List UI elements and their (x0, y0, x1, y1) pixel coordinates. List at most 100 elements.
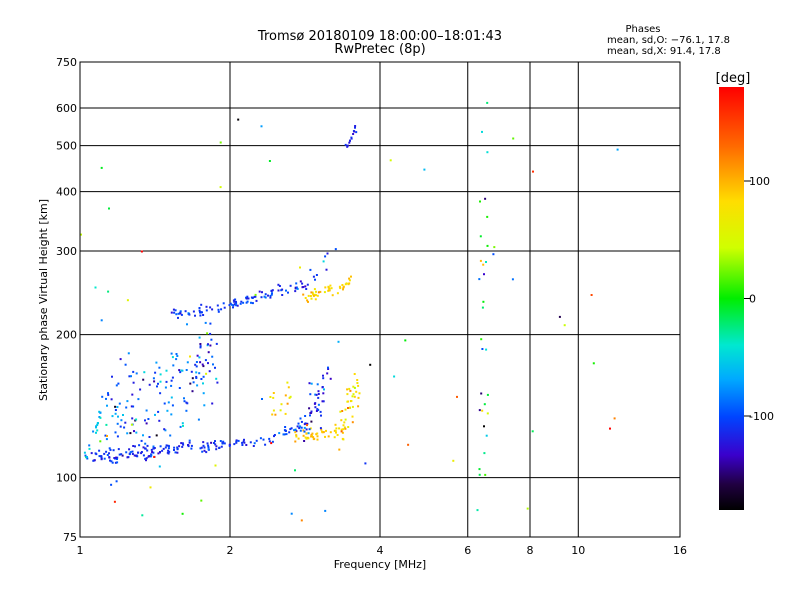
echo-point (135, 431, 138, 434)
echo-point (215, 342, 218, 345)
echo-point (246, 300, 249, 303)
echo-point (316, 438, 319, 441)
echo-point (327, 435, 330, 438)
echo-point (353, 373, 356, 375)
y-axis-ticks: 75 100 200 300 400 500 600 750 (56, 56, 77, 544)
x-tick-label: 6 (464, 544, 471, 557)
echo-point (349, 406, 351, 409)
echo-point (100, 457, 103, 460)
echo-point (235, 441, 238, 444)
echo-point (174, 451, 177, 454)
echo-point (159, 445, 162, 448)
echo-point (143, 371, 146, 374)
echo-point (317, 393, 320, 395)
echo-point (481, 306, 484, 309)
echo-point (305, 432, 308, 435)
echo-point (121, 454, 124, 457)
echo-point (289, 395, 292, 398)
echo-point (228, 304, 231, 307)
echo-point (350, 275, 352, 278)
y-axis-label: Stationary phase Virtual Height [km] (37, 199, 50, 401)
echo-point (341, 410, 344, 412)
echo-point (114, 412, 117, 415)
colorbar-tick-label: 100 (749, 175, 770, 188)
echo-point (176, 446, 179, 449)
echo-point (263, 295, 266, 298)
echo-point (312, 293, 315, 296)
echo-point (322, 377, 325, 380)
echo-point (231, 303, 234, 306)
echo-point (313, 402, 316, 405)
echo-point (304, 436, 307, 439)
echo-point (482, 300, 485, 303)
echo-point (207, 448, 210, 451)
echo-point (114, 461, 117, 464)
echo-point (203, 404, 206, 407)
echo-point (211, 308, 214, 311)
echo-point (105, 450, 108, 453)
echo-point (322, 392, 325, 395)
echo-point (145, 457, 148, 460)
echo-point (334, 423, 337, 426)
echo-point (314, 406, 317, 409)
echo-point (114, 409, 117, 411)
echo-point (201, 363, 204, 366)
echo-point (253, 295, 256, 298)
echo-point (354, 125, 357, 127)
echo-point (325, 268, 328, 271)
phase-stats-header: Phases (625, 24, 660, 35)
echo-point (184, 310, 187, 313)
echo-point (118, 453, 121, 456)
echo-point (295, 282, 298, 285)
echo-point (178, 387, 181, 389)
echo-point (284, 426, 287, 428)
echo-point (202, 392, 205, 395)
echo-point (88, 444, 91, 447)
echo-point (165, 380, 168, 383)
echo-point (111, 375, 113, 378)
x-tick-label: 1 (77, 544, 84, 557)
echo-point (215, 445, 218, 448)
echo-point (261, 291, 263, 294)
echo-point (135, 372, 138, 375)
echo-point (133, 430, 135, 433)
echo-point (128, 448, 131, 451)
echo-point (106, 404, 108, 407)
echo-point (164, 446, 167, 449)
echo-point (346, 144, 349, 147)
echo-point (302, 434, 305, 437)
echo-point (155, 434, 158, 437)
echo-point (163, 402, 166, 405)
echo-point (205, 451, 208, 454)
echo-point (338, 448, 341, 451)
echo-point (218, 446, 221, 449)
echo-point (139, 388, 142, 391)
echo-point (282, 433, 285, 436)
echo-point (423, 168, 426, 171)
echo-point (322, 431, 325, 434)
echo-point (220, 445, 223, 448)
echo-point (219, 141, 222, 144)
echo-point (260, 296, 263, 299)
echo-point (336, 434, 339, 436)
echo-point (295, 434, 298, 437)
y-tick-label: 750 (56, 56, 77, 69)
echo-point (294, 428, 297, 431)
echo-point (355, 131, 358, 134)
echo-point (219, 440, 222, 442)
echo-point (199, 361, 202, 364)
echo-point (159, 380, 162, 383)
echo-point (289, 428, 292, 431)
echo-point (168, 450, 171, 453)
echo-point (452, 459, 455, 462)
echo-point (310, 410, 313, 413)
echo-point (309, 427, 312, 430)
echo-point (157, 382, 159, 385)
echo-point (108, 456, 111, 459)
echo-point (200, 446, 203, 449)
echo-point (287, 386, 290, 389)
echo-point (271, 292, 273, 295)
echo-point (485, 261, 487, 263)
echo-point (176, 447, 179, 450)
echo-point (137, 451, 140, 454)
